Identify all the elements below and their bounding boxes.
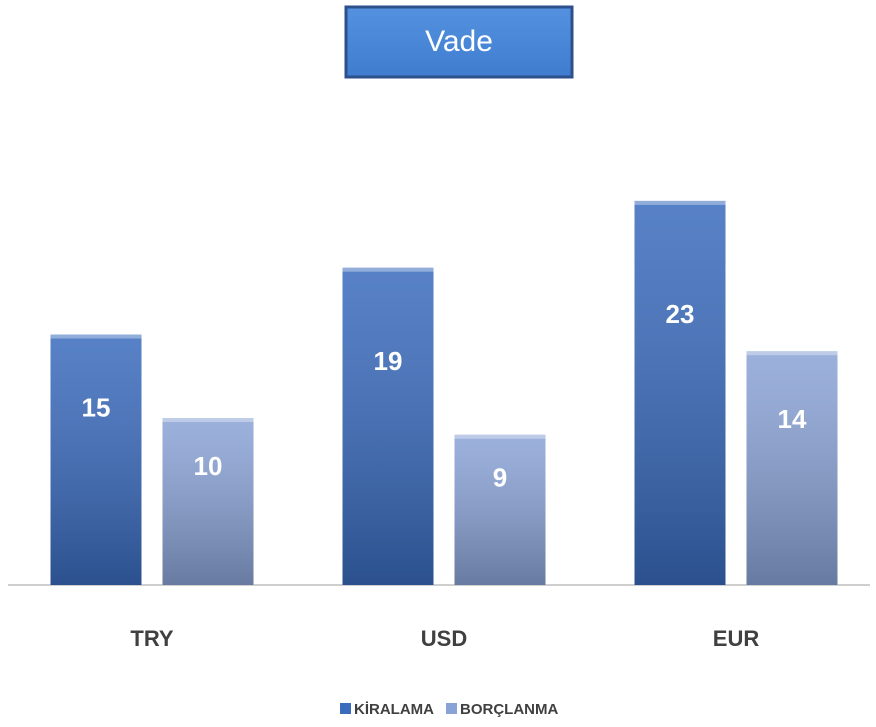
bar-shade xyxy=(454,434,546,585)
bar-highlight xyxy=(342,267,434,272)
bar-shade xyxy=(342,267,434,585)
bar-shade xyxy=(746,351,838,585)
x-tick-label: USD xyxy=(421,626,467,651)
data-label: 15 xyxy=(82,393,111,423)
bar-shade xyxy=(50,334,142,585)
bar-highlight xyxy=(162,418,254,422)
x-tick-label: TRY xyxy=(130,626,174,651)
bar-highlight xyxy=(454,434,546,439)
bar-shade xyxy=(162,418,254,585)
bar-highlight xyxy=(634,200,726,205)
legend-swatch xyxy=(340,703,351,714)
data-label: 23 xyxy=(666,299,695,329)
x-tick-label: EUR xyxy=(713,626,760,651)
legend-label: BORÇLANMA xyxy=(460,701,558,718)
legend-swatch xyxy=(446,703,457,714)
chart-title: Vade xyxy=(425,25,493,58)
legend-label: KİRALAMA xyxy=(354,701,434,718)
data-label: 10 xyxy=(194,451,223,481)
data-label: 19 xyxy=(374,346,403,376)
bar-shade xyxy=(634,200,726,585)
data-label: 14 xyxy=(778,404,807,434)
bar-highlight xyxy=(746,351,838,356)
title-box xyxy=(344,5,574,79)
data-label: 9 xyxy=(493,463,507,493)
bar-highlight xyxy=(50,334,142,339)
